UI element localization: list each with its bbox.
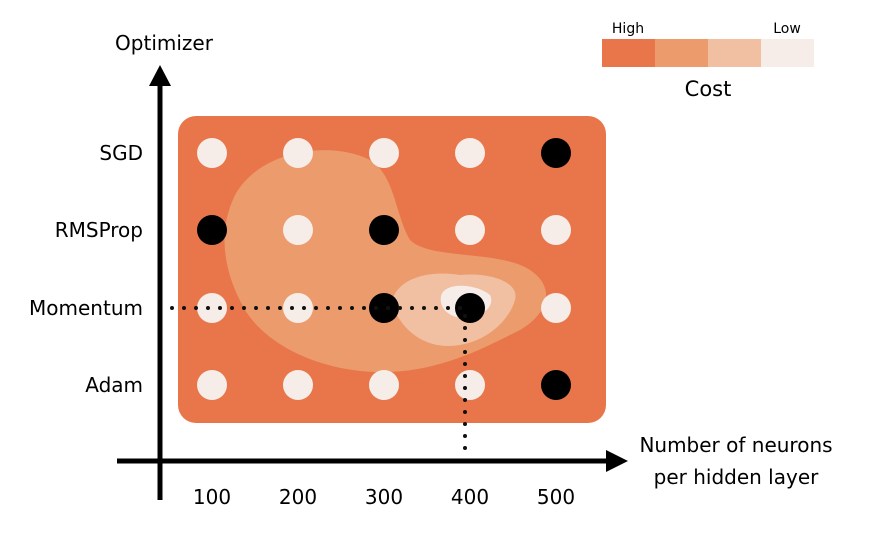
x-axis-title-line2: per hidden layer (654, 465, 819, 489)
legend-title: Cost (685, 77, 732, 101)
grid-point-adam-400 (455, 370, 485, 400)
y-tick-label-rmsprop: RMSProp (55, 218, 143, 242)
x-tick-label-300: 300 (365, 485, 403, 509)
selected-point-rmsprop-300 (369, 215, 399, 245)
grid-point-momentum-100 (197, 293, 227, 323)
selected-point-momentum-300 (369, 293, 399, 323)
y-axis-arrowhead (149, 65, 171, 86)
legend-swatches (602, 39, 814, 67)
selected-point-rmsprop-100 (197, 215, 227, 245)
grid-point-rmsprop-500 (541, 215, 571, 245)
y-axis-title: Optimizer (115, 31, 214, 55)
x-tick-label-200: 200 (279, 485, 317, 509)
grid-point-sgd-400 (455, 138, 485, 168)
x-tick-label-400: 400 (451, 485, 489, 509)
grid-points (197, 138, 571, 400)
y-tick-label-adam: Adam (85, 373, 143, 397)
grid-point-rmsprop-200 (283, 215, 313, 245)
x-tick-label-500: 500 (537, 485, 575, 509)
selected-point-sgd-500 (541, 138, 571, 168)
legend-swatch-3 (708, 39, 761, 67)
x-axis-arrowhead (606, 450, 628, 472)
grid-point-sgd-200 (283, 138, 313, 168)
grid-point-sgd-100 (197, 138, 227, 168)
y-tick-labels: SGD RMSProp Momentum Adam (29, 141, 143, 397)
x-tick-label-100: 100 (193, 485, 231, 509)
grid-point-adam-300 (369, 370, 399, 400)
x-tick-labels: 100 200 300 400 500 (193, 485, 575, 509)
legend-swatch-2 (655, 39, 708, 67)
grid-point-momentum-200 (283, 293, 313, 323)
y-tick-label-sgd: SGD (99, 141, 143, 165)
cost-legend: High Low Cost (602, 21, 814, 101)
selected-point-adam-500 (541, 370, 571, 400)
selected-point-momentum-400 (455, 293, 485, 323)
y-tick-label-momentum: Momentum (29, 296, 143, 320)
grid-point-rmsprop-400 (455, 215, 485, 245)
legend-low-label: Low (773, 21, 801, 37)
grid-point-adam-100 (197, 370, 227, 400)
x-axis-title-line1: Number of neurons (639, 433, 832, 457)
grid-point-adam-200 (283, 370, 313, 400)
grid-point-sgd-300 (369, 138, 399, 168)
legend-swatch-1 (602, 39, 655, 67)
legend-swatch-4 (761, 39, 814, 67)
grid-point-momentum-500 (541, 293, 571, 323)
legend-high-label: High (612, 21, 644, 37)
